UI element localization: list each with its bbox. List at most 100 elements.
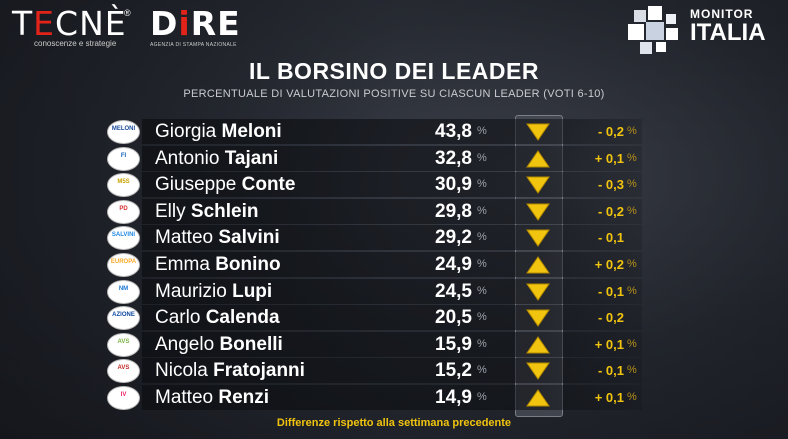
table-row (142, 146, 642, 171)
chart-subtitle: PERCENTUALE DI VALUTAZIONI POSITIVE SU C… (183, 88, 605, 100)
score-unit: % (477, 152, 487, 164)
table-row (142, 225, 642, 250)
arrow-up-icon (526, 336, 550, 354)
table-row (142, 279, 642, 304)
score-value: 20,5 (435, 307, 472, 328)
score-value: 24,5 (435, 281, 472, 302)
tecne-logo: TECNÈ ® conoscenze e strategie (12, 4, 131, 49)
party-logo-label: IV (120, 392, 127, 398)
party-logo: SALVINI (107, 226, 140, 250)
leader-name: Antonio Tajani (155, 146, 278, 171)
leader-first-name: Emma (155, 254, 210, 275)
delta-unit: % (627, 152, 637, 164)
delta-value: + 0,1 (594, 151, 624, 166)
chart-title: IL BORSINO DEI LEADER (249, 58, 539, 84)
delta-value: - 0,2 (597, 124, 624, 139)
party-logo-label: AZIONE (112, 312, 135, 318)
leader-name: Giuseppe Conte (155, 172, 295, 197)
arrow-down-icon (526, 229, 550, 247)
monitor-italia-logo: MONITOR ITALIA (626, 4, 766, 61)
delta-value: + 0,1 (594, 390, 624, 405)
delta-unit: % (627, 285, 637, 297)
score-unit: % (477, 338, 487, 350)
leader-name: Matteo Renzi (155, 385, 269, 410)
leader-last-name: Calenda (205, 307, 280, 328)
leader-first-name: Giorgia (155, 121, 217, 142)
score-value: 15,9 (435, 334, 472, 355)
score-unit: % (477, 231, 487, 243)
leader-last-name: Bonelli (219, 334, 283, 355)
leader-name: Nicola Fratojanni (155, 358, 305, 383)
score-unit: % (477, 391, 487, 403)
tecne-registered-mark: ® (124, 8, 131, 18)
score-unit: % (477, 178, 487, 190)
party-logo-label: EUROPA (110, 259, 137, 265)
score-value: 14,9 (435, 387, 472, 408)
leader-first-name: Matteo (155, 387, 214, 408)
leader-first-name: Nicola (155, 360, 208, 381)
leader-name: Emma Bonino (155, 252, 281, 277)
leader-name: Elly Schlein (155, 199, 258, 224)
delta-unit: % (627, 338, 637, 350)
footnote: Differenze rispetto alla settimana prece… (276, 417, 512, 429)
tecne-brand-post: CNÈ (55, 4, 127, 43)
table-row (142, 119, 642, 144)
arrow-up-icon (526, 389, 550, 407)
delta-value: - 0,1 (597, 284, 624, 299)
party-logo: AZIONE (107, 306, 140, 330)
leader-last-name: Renzi (218, 387, 270, 408)
table-row (142, 172, 642, 197)
arrow-down-icon (526, 176, 550, 194)
leader-last-name: Lupi (232, 281, 273, 302)
party-logo-label: SALVINI (111, 232, 136, 238)
score-unit: % (477, 311, 487, 323)
score-unit: % (477, 258, 487, 270)
party-logo: PD (107, 200, 140, 224)
delta-value: + 0,1 (594, 337, 624, 352)
party-logo: FI (107, 147, 140, 171)
score-value: 29,8 (435, 201, 472, 222)
delta-value: - 0,1 (597, 230, 624, 245)
dire-brand-accent: i (178, 4, 191, 43)
score-value: 29,2 (435, 227, 472, 248)
dire-logo: DiRE AGENZIA DI STAMPA NAZIONALE (150, 4, 241, 49)
arrow-down-icon (526, 203, 550, 221)
score-unit: % (477, 364, 487, 376)
leader-name: Maurizio Lupi (155, 279, 272, 304)
score-value: 32,8 (435, 148, 472, 169)
score-value: 43,8 (435, 121, 472, 142)
leader-first-name: Antonio (155, 148, 220, 169)
score-unit: % (477, 205, 487, 217)
score-unit: % (477, 125, 487, 137)
dire-brand-post: RE (190, 4, 241, 43)
delta-unit: % (627, 364, 637, 376)
tecne-tagline: conoscenze e strategie (34, 39, 117, 48)
party-logo-label: FI (120, 153, 127, 159)
party-logo: IV (107, 386, 140, 410)
delta-value: + 0,2 (594, 257, 624, 272)
leader-last-name: Schlein (190, 201, 259, 222)
table-row (142, 199, 642, 224)
delta-value: - 0,1 (597, 363, 624, 378)
italia-label: ITALIA (690, 19, 766, 46)
leader-name: Carlo Calenda (155, 305, 280, 330)
delta-unit: % (627, 391, 637, 403)
arrow-down-icon (526, 283, 550, 301)
delta-value: - 0,3 (597, 177, 624, 192)
leader-first-name: Carlo (155, 307, 201, 328)
party-logo-label: AVS (117, 339, 130, 345)
dire-tagline: AGENZIA DI STAMPA NAZIONALE (150, 42, 237, 48)
cubes-icon (628, 6, 678, 54)
leader-last-name: Fratojanni (213, 360, 305, 381)
table-row (142, 305, 642, 330)
party-logo: NM (107, 280, 140, 304)
leader-first-name: Maurizio (155, 281, 227, 302)
party-logo-label: MELONI (111, 126, 136, 132)
leader-last-name: Bonino (215, 254, 281, 275)
table-row (142, 252, 642, 277)
score-value: 24,9 (435, 254, 472, 275)
party-logo-label: M5S (117, 179, 130, 185)
dire-brand-pre: D (150, 4, 179, 43)
delta-unit: % (627, 125, 637, 137)
table-row (142, 385, 642, 410)
